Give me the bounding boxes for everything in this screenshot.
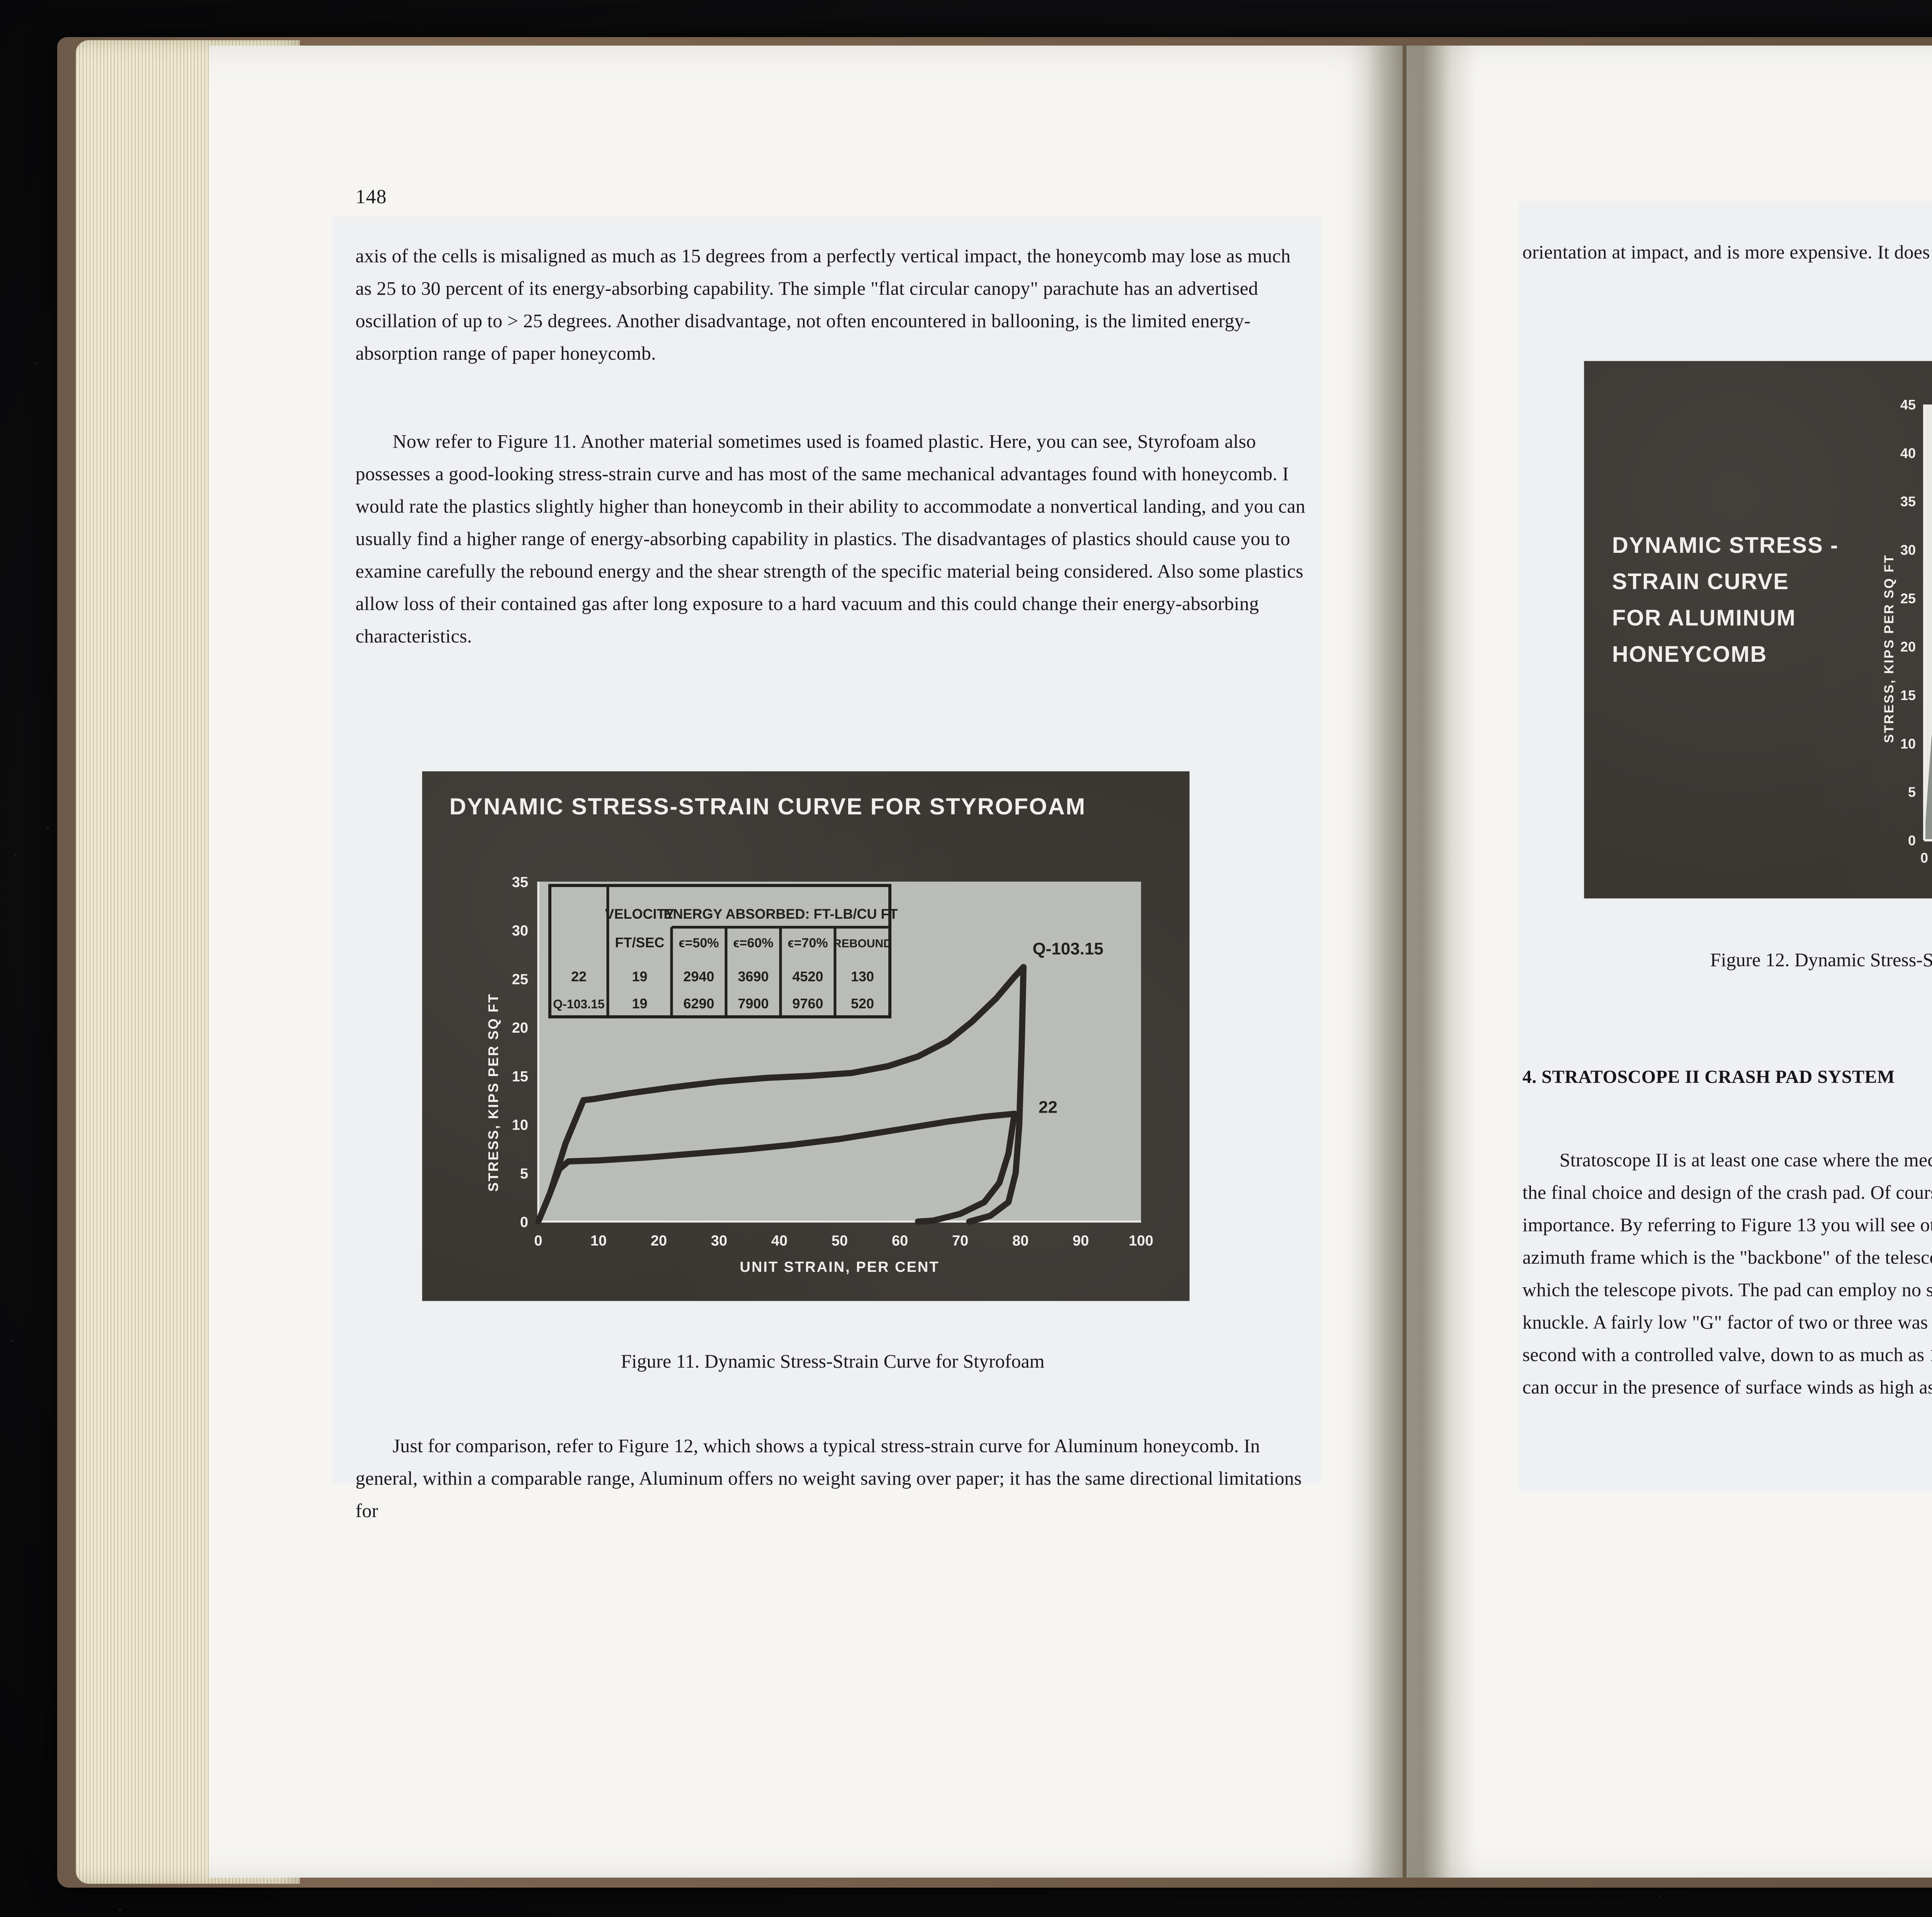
- figure-12-title: DYNAMIC STRESS - STRAIN CURVE FOR ALUMINUM…: [1612, 527, 1838, 673]
- svg-text:ϵ=60%: ϵ=60%: [733, 936, 773, 950]
- svg-text:9760: 9760: [792, 996, 823, 1011]
- svg-text:0: 0: [534, 1233, 542, 1249]
- svg-text:520: 520: [851, 996, 874, 1011]
- svg-text:30: 30: [512, 923, 528, 939]
- svg-text:10: 10: [1900, 736, 1916, 751]
- svg-text:STRESS, KIPS PER SQ FT: STRESS, KIPS PER SQ FT: [1882, 554, 1896, 743]
- svg-text:REBOUND: REBOUND: [833, 937, 892, 950]
- figure-11-panel: DYNAMIC STRESS-STRAIN CURVE FOR STYROFOA…: [422, 772, 1189, 1301]
- page-number-left: 148: [355, 186, 387, 208]
- figure-12-title-line-3: FOR ALUMINUM: [1612, 605, 1796, 631]
- svg-text:FT/SEC: FT/SEC: [615, 935, 664, 950]
- svg-text:3690: 3690: [738, 969, 769, 984]
- svg-text:35: 35: [512, 874, 528, 891]
- figure-12-plot: 0510152025303540450102030405060708090100…: [1882, 397, 1932, 866]
- svg-text:30: 30: [1900, 542, 1916, 558]
- figure-12-title-line-2: STRAIN CURVE: [1612, 569, 1789, 594]
- svg-text:19: 19: [632, 969, 647, 984]
- svg-text:20: 20: [651, 1233, 667, 1249]
- left-paragraph-2: Now refer to Figure 11. Another material…: [355, 430, 1306, 647]
- svg-text:ϵ=50%: ϵ=50%: [679, 936, 719, 950]
- svg-text:UNIT STRAIN, PER CENT: UNIT STRAIN, PER CENT: [740, 1259, 940, 1275]
- svg-text:35: 35: [1900, 494, 1916, 510]
- svg-text:15: 15: [1900, 687, 1916, 703]
- svg-text:STRESS, KIPS PER SQ FT: STRESS, KIPS PER SQ FT: [485, 993, 501, 1192]
- svg-text:15: 15: [512, 1069, 528, 1085]
- svg-text:50: 50: [832, 1233, 848, 1249]
- svg-text:40: 40: [1900, 445, 1916, 461]
- figure-11-caption: Figure 11. Dynamic Stress-Strain Curve f…: [621, 1350, 1045, 1372]
- left-closing-paragraph: Just for comparison, refer to Figure 12,…: [355, 1435, 1302, 1521]
- svg-text:130: 130: [851, 969, 874, 984]
- right-body-paragraph: Stratoscope II is at least one case wher…: [1522, 1149, 1932, 1398]
- figure-12-title-line-4: HONEYCOMB: [1612, 642, 1767, 667]
- figure-12-title-line-1: DYNAMIC STRESS -: [1612, 533, 1839, 558]
- page-recto: [1406, 46, 1932, 1878]
- svg-text:5: 5: [1908, 784, 1916, 800]
- svg-text:100: 100: [1129, 1233, 1153, 1249]
- svg-text:Q-103.15: Q-103.15: [1032, 940, 1103, 958]
- section-heading: 4. STRATOSCOPE II CRASH PAD SYSTEM: [1522, 1067, 1895, 1087]
- svg-text:6290: 6290: [683, 996, 714, 1011]
- svg-text:19: 19: [632, 996, 647, 1011]
- svg-text:40: 40: [771, 1233, 787, 1249]
- svg-text:0: 0: [520, 1214, 528, 1230]
- svg-text:ϵ=70%: ϵ=70%: [787, 936, 828, 950]
- svg-text:22: 22: [571, 969, 587, 984]
- svg-text:25: 25: [1900, 590, 1916, 606]
- svg-text:ENERGY ABSORBED: FT-LB/CU FT: ENERGY ABSORBED: FT-LB/CU FT: [663, 906, 898, 922]
- right-opening-paragraph: orientation at impact, and is more expen…: [1522, 241, 1932, 263]
- figure-12-caption: Figure 12. Dynamic Stress-Strain Curve f…: [1710, 949, 1932, 970]
- svg-text:22: 22: [1039, 1098, 1058, 1117]
- svg-text:70: 70: [952, 1233, 968, 1249]
- svg-text:0: 0: [1920, 850, 1928, 866]
- svg-text:20: 20: [1900, 639, 1916, 655]
- left-paragraph-1: axis of the cells is misaligned as much …: [355, 245, 1291, 364]
- svg-text:25: 25: [512, 971, 528, 987]
- svg-text:VELOCITY: VELOCITY: [605, 906, 674, 922]
- svg-text:10: 10: [512, 1117, 528, 1134]
- svg-text:Q-103.15: Q-103.15: [553, 997, 604, 1011]
- svg-text:7900: 7900: [738, 996, 769, 1011]
- svg-text:4520: 4520: [792, 969, 823, 984]
- figure-11-title: DYNAMIC STRESS-STRAIN CURVE FOR STYROFOA…: [449, 794, 1086, 819]
- figure-12-panel: DYNAMIC STRESS - STRAIN CURVE FOR ALUMINUM…: [1584, 361, 1932, 898]
- svg-text:0: 0: [1908, 833, 1916, 848]
- svg-text:10: 10: [590, 1233, 607, 1249]
- svg-text:30: 30: [711, 1233, 727, 1249]
- figure-11-plot: 0 5 10 15 20 25 30 35 0 10 20 30 40 50 60 70 80 90 100 UNIT…: [485, 874, 1153, 1275]
- svg-text:5: 5: [520, 1166, 528, 1182]
- svg-text:2940: 2940: [683, 969, 714, 984]
- svg-text:90: 90: [1073, 1233, 1089, 1249]
- svg-text:60: 60: [892, 1233, 908, 1249]
- svg-text:80: 80: [1012, 1233, 1029, 1249]
- svg-text:45: 45: [1900, 397, 1916, 413]
- svg-text:20: 20: [512, 1020, 528, 1036]
